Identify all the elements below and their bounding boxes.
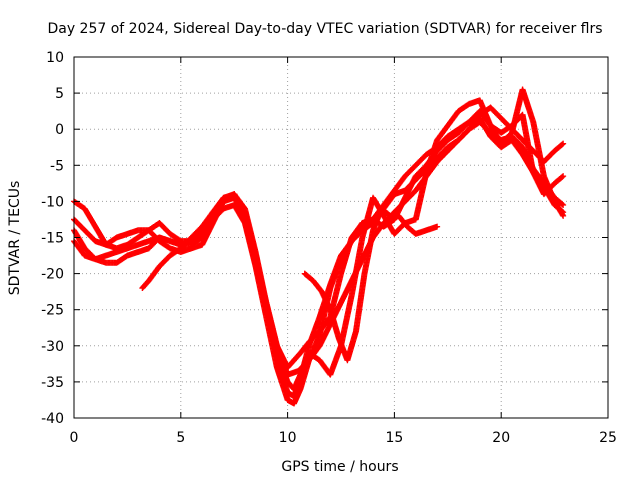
y-tick-label: 5: [55, 86, 64, 102]
y-tick-label: -5: [50, 158, 64, 174]
data-point: [559, 201, 566, 208]
data-point: [560, 173, 567, 180]
y-axis-label: SDTVAR / TECUs: [7, 181, 23, 296]
y-tick-label: -25: [41, 303, 64, 319]
data-point: [560, 202, 567, 209]
y-tick-label: 10: [46, 50, 64, 66]
x-tick-label: 10: [279, 430, 297, 446]
y-tick-label: -10: [41, 194, 64, 210]
data-point: [560, 140, 567, 147]
data-point: [560, 212, 567, 219]
y-tick-label: -30: [41, 339, 64, 355]
x-tick-label: 0: [70, 430, 79, 446]
axis-ticks: 0 5 10 15 20 25 -40 -35 -30 -25 -20 -15 -10 -5 0 5 10: [41, 50, 617, 446]
chart-title: Day 257 of 2024, Sidereal Day-to-day VTE…: [47, 21, 602, 37]
x-tick-label: 20: [492, 430, 510, 446]
x-tick-label: 5: [176, 430, 185, 446]
y-tick-label: -15: [41, 231, 64, 247]
x-tick-label: 15: [385, 430, 403, 446]
data-point: [559, 141, 566, 148]
x-axis-label: GPS time / hours: [281, 459, 398, 475]
y-tick-label: -20: [41, 267, 64, 283]
y-tick-label: -35: [41, 375, 64, 391]
x-tick-label: 25: [599, 430, 617, 446]
y-tick-label: 0: [55, 122, 64, 138]
data-series: [71, 86, 567, 407]
data-point: [559, 173, 566, 180]
data-point: [434, 223, 441, 230]
y-tick-label: -40: [41, 411, 64, 427]
series-2: [71, 115, 567, 407]
series-6: [301, 205, 441, 364]
